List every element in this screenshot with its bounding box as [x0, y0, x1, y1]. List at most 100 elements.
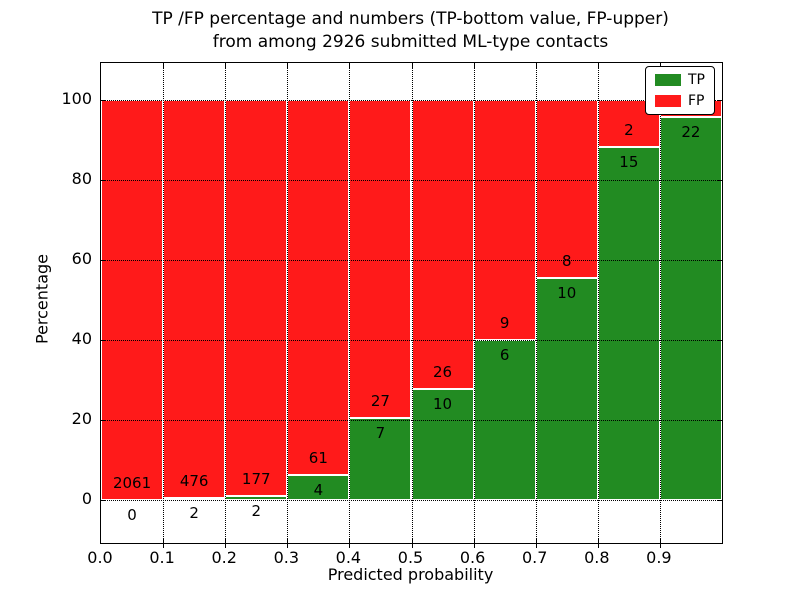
x-tick-mark-top: [473, 63, 475, 68]
tp-count-label: 4: [313, 481, 324, 500]
chart-title: TP /FP percentage and numbers (TP-bottom…: [100, 8, 721, 54]
fp-count-label: 177: [241, 469, 271, 488]
fp-bar-segment: [349, 100, 412, 418]
tp-bar-segment: [597, 147, 660, 500]
y-tick-mark: [101, 500, 106, 501]
x-tick-mark: [535, 538, 537, 548]
tp-count-label: 22: [681, 123, 701, 142]
tp-bar-segment: [287, 475, 350, 500]
fp-bar-segment: [163, 100, 226, 499]
y-tick-label: 0: [81, 489, 92, 508]
x-gridline: [597, 63, 599, 543]
tp-count-label: 2: [189, 504, 199, 523]
fp-count-label: 476: [179, 472, 209, 491]
x-tick-mark: [163, 538, 165, 548]
x-gridline: [349, 63, 351, 543]
chart-title-line1: TP /FP percentage and numbers (TP-bottom…: [152, 9, 669, 29]
y-tick-mark-right: [717, 500, 722, 501]
fp-count-label: 2061: [112, 474, 152, 492]
x-tick-label: 0.6: [459, 548, 486, 567]
x-gridline: [163, 63, 165, 543]
legend-label: TP: [688, 72, 705, 88]
fp-count-label: 2: [624, 121, 634, 140]
x-tick-mark: [597, 538, 599, 548]
x-gridline: [535, 63, 537, 543]
fp-count-label: 27: [370, 391, 390, 410]
x-tick-mark: [349, 538, 351, 548]
y-tick-mark-right: [717, 100, 722, 101]
x-gridline: [473, 63, 475, 543]
fp-bar-segment: [535, 100, 598, 278]
fp-bar-segment: [101, 100, 164, 500]
legend-label: FP: [688, 93, 705, 109]
y-tick-mark: [101, 340, 106, 341]
y-tick-mark: [101, 420, 106, 421]
tp-bar-segment: [535, 277, 598, 500]
y-tick-mark-right: [717, 340, 722, 341]
tp-count-label: 15: [619, 153, 639, 172]
x-gridline: [659, 63, 661, 543]
tp-bar-segment: [349, 417, 412, 500]
y-tick-label: 40: [71, 329, 92, 348]
chart-title-line2: from among 2926 submitted ML-type contac…: [212, 32, 609, 52]
y-tick-mark-right: [717, 420, 722, 421]
x-tick-label: 0.7: [521, 548, 548, 567]
fp-bar-segment: [411, 100, 474, 389]
x-tick-mark-top: [411, 63, 413, 68]
x-tick-label: 0.5: [397, 548, 424, 567]
y-tick-label: 60: [71, 249, 92, 268]
x-tick-mark: [287, 538, 289, 548]
fp-bar-segment: [287, 100, 350, 476]
legend-swatch-tp: [655, 74, 681, 86]
legend: TP FP: [645, 66, 715, 115]
x-gridline: [411, 63, 413, 543]
tp-count-label: 0: [127, 506, 137, 524]
y-tick-mark-right: [717, 180, 722, 181]
fp-count-label: 8: [561, 251, 572, 270]
fp-count-label: 61: [308, 449, 328, 468]
y-tick-label: 100: [61, 89, 92, 108]
x-tick-mark-top: [659, 63, 661, 68]
x-tick-label: 0.0: [87, 548, 113, 567]
x-tick-label: 0.8: [584, 548, 610, 567]
x-gridline: [225, 63, 227, 543]
tp-count-label: 10: [433, 394, 453, 413]
y-tick-label: 20: [71, 409, 92, 428]
y-tick-mark: [101, 100, 106, 101]
x-tick-mark-top: [225, 63, 227, 68]
plot-area: 2061 0 476 2 177 2 61 4 27 7 26 10 9 6 8 10 2 15 22: [100, 62, 723, 548]
tp-count-label: 10: [557, 283, 577, 302]
y-tick-mark-right: [717, 260, 722, 261]
y-tick-mark: [101, 260, 106, 261]
fp-count-label: 26: [433, 362, 453, 381]
x-tick-mark-top: [163, 63, 165, 68]
y-tick-label: 80: [71, 169, 92, 188]
tp-count-label: 7: [375, 423, 386, 442]
legend-item: FP: [655, 94, 705, 108]
x-tick-label: 0.9: [646, 548, 672, 567]
x-tick-label: 0.2: [211, 548, 237, 567]
x-tick-label: 0.3: [273, 548, 300, 567]
tp-bar-segment: [659, 117, 722, 500]
y-tick-mark: [101, 180, 106, 181]
tp-count-label: 6: [499, 346, 510, 364]
x-tick-mark-top: [287, 63, 289, 68]
x-tick-mark: [659, 538, 661, 548]
x-gridline: [287, 63, 289, 543]
tp-bar-segment: [411, 388, 474, 500]
x-tick-mark: [411, 538, 413, 548]
tp-count-label: 2: [251, 501, 261, 520]
x-tick-mark-top: [349, 63, 351, 68]
fp-count-label: 9: [499, 314, 510, 332]
x-tick-mark: [225, 538, 227, 548]
fp-bar-segment: [473, 100, 536, 340]
x-tick-mark-top: [597, 63, 599, 68]
fp-bar-segment: [225, 100, 288, 496]
x-axis-label: Predicted probability: [327, 565, 494, 584]
x-tick-label: 0.4: [335, 548, 362, 567]
legend-item: TP: [655, 73, 705, 87]
legend-swatch-fp: [655, 95, 681, 107]
x-tick-label: 0.1: [149, 548, 175, 567]
x-tick-mark-top: [535, 63, 537, 68]
